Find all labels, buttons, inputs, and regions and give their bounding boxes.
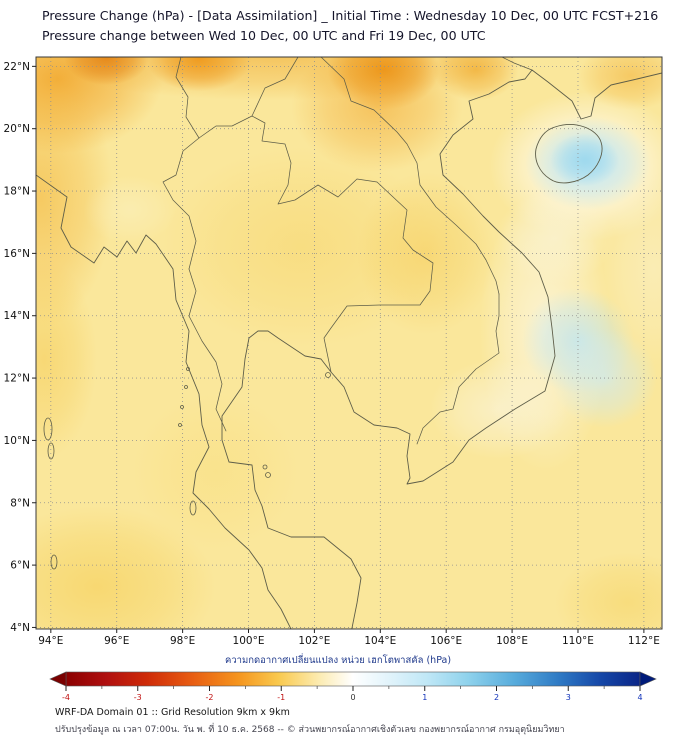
island-nicobar — [50, 554, 58, 570]
x-tick-label: 96°E — [104, 635, 129, 647]
header: Pressure Change (hPa) - [Data Assimilati… — [42, 6, 658, 46]
field-blob — [554, 552, 662, 629]
y-tick-label: 12°N — [4, 373, 30, 385]
x-tick-label: 112°E — [628, 635, 660, 647]
colorbar-gradient — [65, 671, 641, 687]
island-samui — [265, 472, 271, 478]
pressure-field-layer — [36, 57, 662, 629]
x-tick-label: 94°E — [38, 635, 63, 647]
border-myanmar-laos-china — [251, 57, 299, 117]
colorbar-right-arrow — [639, 671, 657, 687]
colorbar-tick-label: 1 — [422, 693, 427, 702]
footer-domain-info: WRF-DA Domain 01 :: Grid Resolution 9km … — [55, 707, 290, 718]
island-koh-chang — [325, 372, 331, 378]
border-myanmar-thailand-peninsula — [188, 268, 227, 432]
y-tick-label: 14°N — [4, 310, 30, 322]
island-phangan — [262, 464, 268, 470]
border-cambodia-vietnam — [416, 293, 500, 445]
island-andaman-north — [43, 417, 53, 441]
y-tick-label: 6°N — [10, 560, 30, 572]
islands — [43, 367, 331, 570]
x-tick-label: 98°E — [170, 635, 195, 647]
border-myanmar-thailand-north — [162, 115, 253, 270]
colorbar-title: ความกดอากาศเปลี่ยนแปลง หน่วย เฮกโตพาสคัล… — [224, 655, 452, 666]
x-tick-label: 106°E — [430, 635, 462, 647]
x-tick-label: 108°E — [496, 635, 528, 647]
colorbar-tick-label: 3 — [566, 693, 571, 702]
coastline-andaman-myanmar-peninsula — [36, 174, 292, 629]
geography-paths — [36, 57, 662, 629]
pressure-change-map: 94°E 96°E 98°E 100°E 102°E 104°E 106°E 108°E 110… — [4, 56, 663, 647]
country-borders — [162, 57, 533, 445]
island-mergui-3 — [186, 367, 190, 371]
colorbar-tick-label: 0 — [350, 693, 355, 702]
field-blob — [133, 393, 298, 550]
colorbar-tick-label: 4 — [637, 693, 642, 702]
coastline-gulf-vietnam-china — [221, 69, 662, 629]
field-blob — [429, 359, 569, 460]
field-blob — [601, 172, 662, 366]
border-laos-vietnam — [320, 57, 500, 295]
y-tick-label: 18°N — [4, 186, 30, 198]
geography-layer — [36, 57, 662, 629]
border-china-vietnam — [501, 57, 533, 71]
field-blob — [36, 57, 522, 101]
colorbar-tick-label: -3 — [134, 693, 142, 702]
y-tick-label: 20°N — [4, 123, 30, 135]
y-tick-label: 8°N — [10, 497, 30, 509]
border-thailand-laos-cambodia — [251, 115, 434, 373]
colorbar-tick-label: 2 — [494, 693, 499, 702]
x-tick-label: 100°E — [233, 635, 265, 647]
field-blob — [433, 57, 519, 101]
colorbar-left-arrow — [49, 671, 67, 687]
axes-layer: 94°E 96°E 98°E 100°E 102°E 104°E 106°E 108°E 110… — [4, 56, 663, 647]
island-mergui-1 — [184, 385, 188, 389]
colorbar-tick-label: -1 — [277, 693, 285, 702]
island-mergui-2 — [180, 405, 184, 409]
x-tick-label: 110°E — [562, 635, 594, 647]
map-title: Pressure Change (hPa) - [Data Assimilati… — [42, 8, 659, 23]
field-blob — [357, 172, 496, 335]
y-tick-label: 4°N — [10, 622, 30, 634]
y-tick-label: 22°N — [4, 61, 30, 73]
island-andaman-south — [47, 442, 55, 460]
field-blob — [36, 259, 97, 460]
island-mergui-4 — [178, 423, 182, 427]
colorbar-tick-label: -4 — [62, 693, 70, 702]
colorbar: -4 -3 -2 -1 0 1 2 3 4 — [49, 671, 657, 702]
colorbar-tick-label: -2 — [206, 693, 214, 702]
border-china-myanmar — [175, 57, 200, 139]
y-tick-label: 16°N — [4, 248, 30, 260]
x-tick-label: 102°E — [298, 635, 330, 647]
island-phuket — [189, 500, 197, 516]
field-blob — [495, 191, 615, 285]
map-subtitle: Pressure change between Wed 10 Dec, 00 U… — [42, 28, 486, 43]
field-blob — [83, 175, 177, 245]
footer-credit: ปรับปรุงข้อมูล ณ เวลา 07:00น. วัน พ. ที่… — [55, 725, 565, 735]
graticule-layer — [36, 57, 662, 629]
field-blob — [549, 133, 620, 187]
hainan-island-coastline — [535, 124, 603, 184]
y-tick-label: 10°N — [4, 435, 30, 447]
x-tick-label: 104°E — [364, 635, 396, 647]
